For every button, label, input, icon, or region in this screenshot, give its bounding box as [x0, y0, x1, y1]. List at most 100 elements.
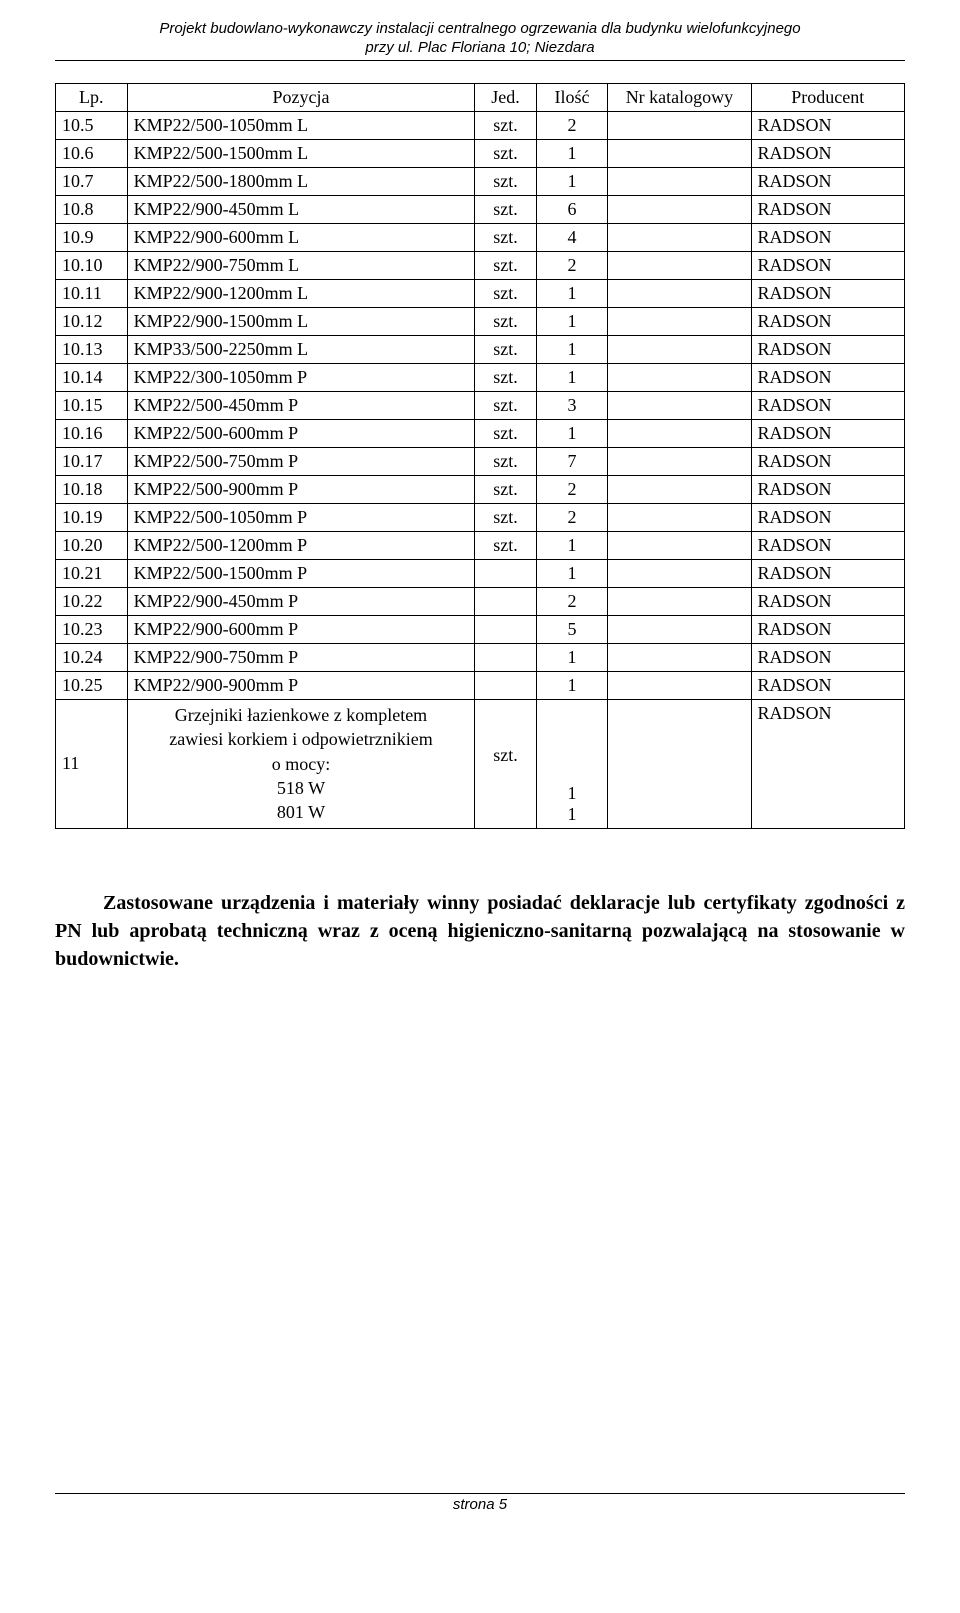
cell-nr — [608, 476, 751, 504]
cell-poz: KMP22/900-1200mm L — [127, 280, 475, 308]
cell-lp: 10.7 — [56, 168, 128, 196]
table-row: 10.21KMP22/500-1500mm P1RADSON — [56, 560, 905, 588]
cell-prod: RADSON — [751, 448, 904, 476]
cell-nr — [608, 168, 751, 196]
table-row: 10.19KMP22/500-1050mm Pszt.2RADSON — [56, 504, 905, 532]
cell-poz: KMP22/900-750mm L — [127, 252, 475, 280]
cell-nr — [608, 532, 751, 560]
cell-poz: KMP22/900-450mm P — [127, 588, 475, 616]
cell-nr — [608, 616, 751, 644]
cell-prod: RADSON — [751, 252, 904, 280]
cell-il: 6 — [536, 196, 608, 224]
cell-nr — [608, 364, 751, 392]
th-nr: Nr katalogowy — [608, 83, 751, 112]
cell-nr — [608, 196, 751, 224]
cell-jed: szt. — [475, 336, 536, 364]
cell-jed: szt. — [475, 476, 536, 504]
table-row: 10.9KMP22/900-600mm Lszt.4RADSON — [56, 224, 905, 252]
row11-poz-l5: 801 W — [277, 802, 325, 822]
cell-poz: Grzejniki łazienkowe z kompletemzawiesi … — [127, 700, 475, 828]
cell-jed: szt. — [475, 224, 536, 252]
cell-prod: RADSON — [751, 672, 904, 700]
cell-lp: 10.9 — [56, 224, 128, 252]
doc-header-line2: przy ul. Plac Floriana 10; Niezdara — [55, 39, 905, 58]
table-row: 10.15KMP22/500-450mm Pszt.3RADSON — [56, 392, 905, 420]
row11-il-l1: 1 — [568, 783, 577, 803]
cell-nr — [608, 672, 751, 700]
cell-nr — [608, 280, 751, 308]
row11-poz-l2: zawiesi korkiem i odpowietrznikiem — [169, 729, 432, 749]
cell-lp: 10.17 — [56, 448, 128, 476]
compliance-note-text: Zastosowane urządzenia i materiały winny… — [55, 892, 905, 970]
page-footer: strona 5 — [55, 1493, 905, 1513]
th-lp: Lp. — [56, 83, 128, 112]
cell-prod: RADSON — [751, 504, 904, 532]
cell-nr — [608, 392, 751, 420]
cell-lp: 10.20 — [56, 532, 128, 560]
cell-il: 1 — [536, 364, 608, 392]
cell-il: 1 — [536, 336, 608, 364]
cell-lp: 10.5 — [56, 112, 128, 140]
cell-poz: KMP22/500-750mm P — [127, 448, 475, 476]
cell-jed: szt. — [475, 392, 536, 420]
table-row: 10.25KMP22/900-900mm P1RADSON — [56, 672, 905, 700]
table-row: 10.23KMP22/900-600mm P5RADSON — [56, 616, 905, 644]
table-row: 10.12KMP22/900-1500mm Lszt.1RADSON — [56, 308, 905, 336]
cell-il: 2 — [536, 504, 608, 532]
cell-poz: KMP22/300-1050mm P — [127, 364, 475, 392]
cell-prod: RADSON — [751, 616, 904, 644]
th-jed: Jed. — [475, 83, 536, 112]
doc-header: Projekt budowlano-wykonawczy instalacji … — [55, 20, 905, 58]
table-row: 10.6KMP22/500-1500mm Lszt.1RADSON — [56, 140, 905, 168]
table-header-row: Lp. Pozycja Jed. Ilość Nr katalogowy Pro… — [56, 83, 905, 112]
cell-prod: RADSON — [751, 392, 904, 420]
cell-lp: 10.23 — [56, 616, 128, 644]
table-row: 10.17KMP22/500-750mm Pszt.7RADSON — [56, 448, 905, 476]
compliance-note: Zastosowane urządzenia i materiały winny… — [55, 889, 905, 973]
table-row: 10.11KMP22/900-1200mm Lszt.1RADSON — [56, 280, 905, 308]
cell-lp: 10.21 — [56, 560, 128, 588]
cell-prod: RADSON — [751, 168, 904, 196]
cell-poz: KMP22/900-750mm P — [127, 644, 475, 672]
cell-lp: 10.11 — [56, 280, 128, 308]
cell-nr — [608, 252, 751, 280]
cell-lp: 10.24 — [56, 644, 128, 672]
table-row: 10.16KMP22/500-600mm Pszt.1RADSON — [56, 420, 905, 448]
cell-poz: KMP22/900-900mm P — [127, 672, 475, 700]
cell-lp: 11 — [56, 700, 128, 828]
cell-prod: RADSON — [751, 196, 904, 224]
table-row: 10.24KMP22/900-750mm P1RADSON — [56, 644, 905, 672]
cell-prod: RADSON — [751, 476, 904, 504]
row11-jed: szt. — [493, 745, 518, 765]
cell-jed: szt. — [475, 140, 536, 168]
cell-prod: RADSON — [751, 420, 904, 448]
materials-table: Lp. Pozycja Jed. Ilość Nr katalogowy Pro… — [55, 83, 905, 829]
cell-lp: 10.18 — [56, 476, 128, 504]
cell-il: 4 — [536, 224, 608, 252]
cell-poz: KMP22/900-1500mm L — [127, 308, 475, 336]
cell-il: 3 — [536, 392, 608, 420]
cell-lp: 10.8 — [56, 196, 128, 224]
cell-nr — [608, 308, 751, 336]
cell-poz: KMP22/500-450mm P — [127, 392, 475, 420]
cell-il: 1 — [536, 140, 608, 168]
cell-poz: KMP22/500-900mm P — [127, 476, 475, 504]
cell-prod: RADSON — [751, 560, 904, 588]
table-row: 10.7KMP22/500-1800mm Lszt.1RADSON — [56, 168, 905, 196]
th-pozycja: Pozycja — [127, 83, 475, 112]
cell-il: 1 — [536, 280, 608, 308]
document-page: Projekt budowlano-wykonawczy instalacji … — [0, 0, 960, 1553]
doc-header-line1: Projekt budowlano-wykonawczy instalacji … — [55, 20, 905, 39]
cell-nr — [608, 504, 751, 532]
cell-prod: RADSON — [751, 224, 904, 252]
cell-poz: KMP33/500-2250mm L — [127, 336, 475, 364]
row11-poz-l4: 518 W — [277, 778, 325, 798]
cell-poz: KMP22/900-450mm L — [127, 196, 475, 224]
cell-jed: szt. — [475, 364, 536, 392]
table-row: 10.22KMP22/900-450mm P2RADSON — [56, 588, 905, 616]
table-body: 10.5KMP22/500-1050mm Lszt.2RADSON10.6KMP… — [56, 112, 905, 828]
cell-jed — [475, 588, 536, 616]
cell-poz: KMP22/900-600mm P — [127, 616, 475, 644]
cell-nr — [608, 420, 751, 448]
cell-il: 2 — [536, 476, 608, 504]
